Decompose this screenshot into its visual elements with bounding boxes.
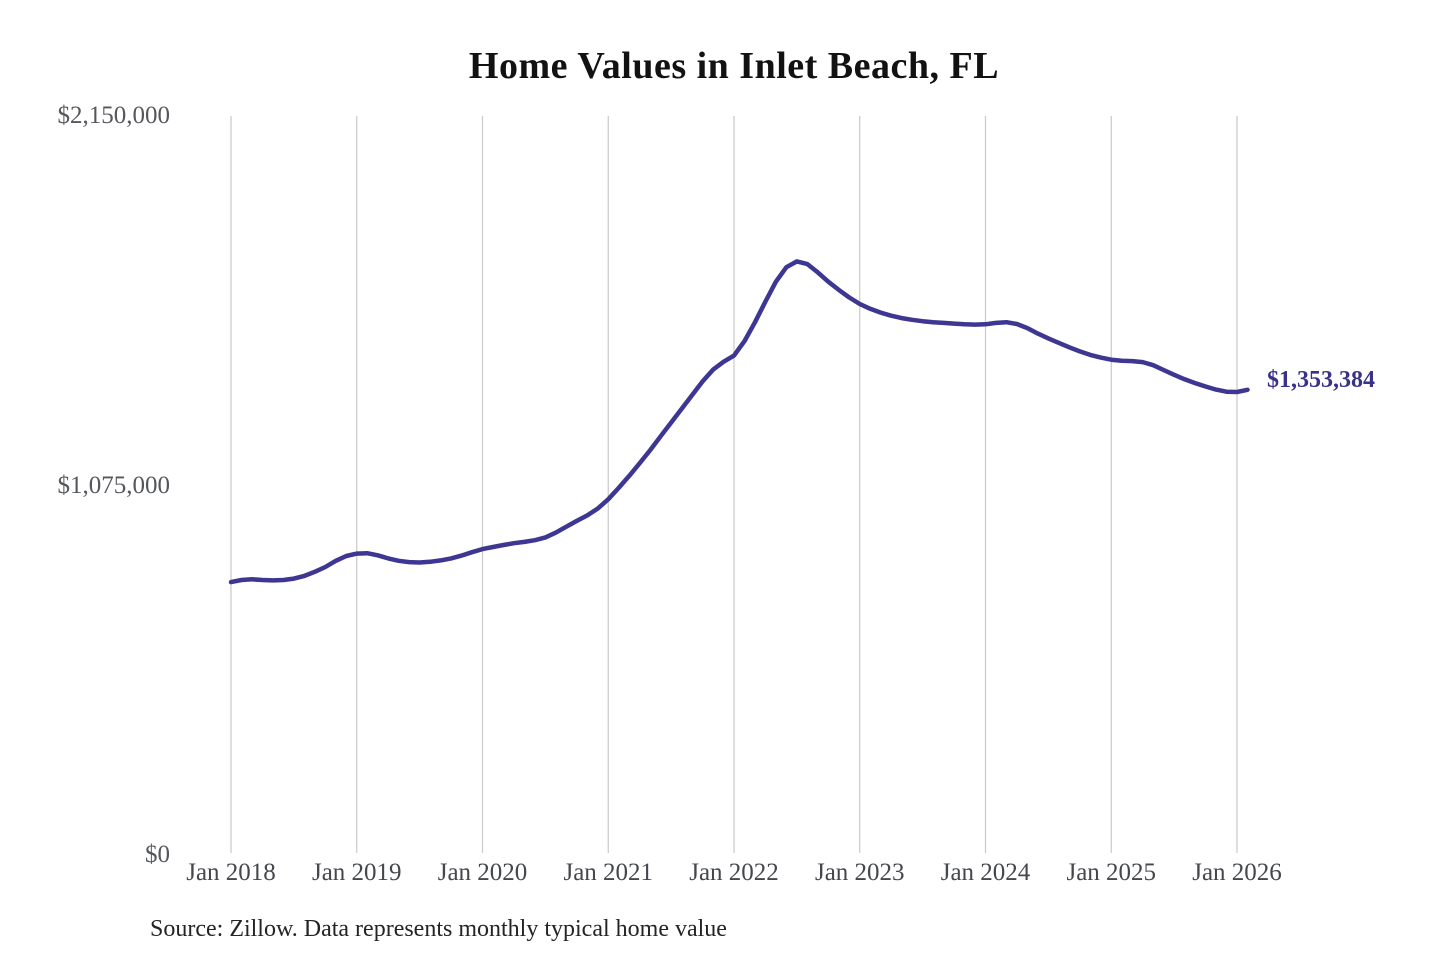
x-axis-tick-label: Jan 2026	[1192, 859, 1282, 886]
x-axis-tick-label: Jan 2025	[1066, 859, 1157, 886]
x-axis-tick-label: Jan 2018	[186, 859, 276, 886]
y-axis-tick-label: $2,150,000	[57, 102, 171, 129]
x-axis-tick-label: Jan 2020	[437, 859, 528, 886]
x-axis-tick-label: Jan 2022	[689, 859, 779, 886]
y-axis-tick-label: $0	[145, 841, 170, 868]
gridlines-group	[230, 116, 1238, 853]
y-axis-tick-label: $1,075,000	[57, 471, 171, 499]
x-axis-tick-label: Jan 2019	[311, 859, 402, 886]
x-axis-tick-label: Jan 2021	[563, 859, 654, 886]
chart-title: Home Values in Inlet Beach, FL	[468, 45, 1000, 87]
source-note: Source: Zillow. Data represents monthly …	[150, 916, 727, 942]
home-value-line-series	[228, 259, 1250, 585]
x-axis-tick-label: Jan 2024	[940, 859, 1031, 886]
latest-value-label: $1,353,384	[1267, 366, 1375, 393]
x-axis-tick-label: Jan 2023	[814, 859, 905, 886]
